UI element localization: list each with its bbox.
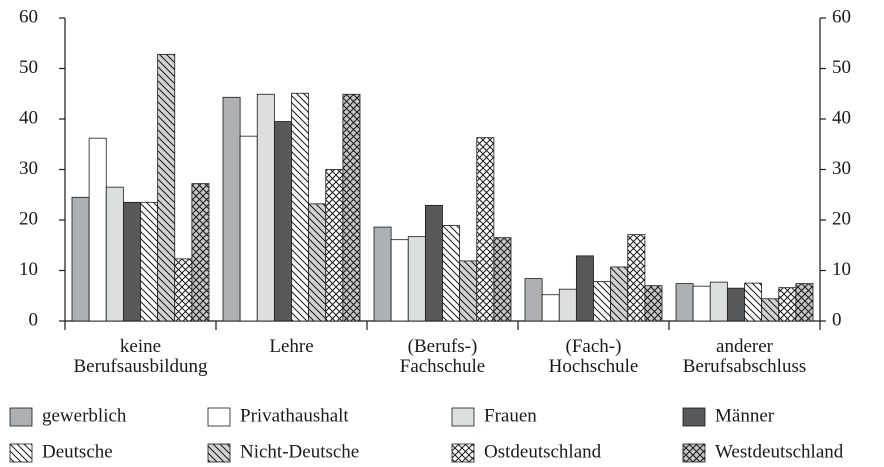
legend-label: Privathaushalt xyxy=(240,405,349,426)
y2-tick-label: 20 xyxy=(832,208,851,229)
bar xyxy=(493,237,512,322)
legend-label: Westdeutschland xyxy=(715,441,844,462)
bar xyxy=(407,236,426,322)
bar xyxy=(675,283,694,322)
bar xyxy=(761,298,780,322)
bar xyxy=(157,53,176,322)
legend-swatch xyxy=(451,443,475,463)
bar xyxy=(105,186,124,322)
bar xyxy=(709,281,728,322)
legend-swatch xyxy=(9,443,33,463)
bar xyxy=(459,260,478,322)
x-tick-label: (Berufs-) Fachschule xyxy=(400,336,485,377)
y2-tick-label: 30 xyxy=(832,158,851,179)
y-tick-label: 0 xyxy=(29,309,39,330)
y2-tick-label: 50 xyxy=(832,57,851,78)
bar xyxy=(692,285,711,322)
x-tick-label: (Fach-) Hochschule xyxy=(549,336,639,377)
bar xyxy=(610,266,629,322)
x-tick-label: keine Berufsausbildung xyxy=(73,336,208,377)
bar xyxy=(627,234,646,322)
bar xyxy=(239,135,258,322)
y-tick-label: 10 xyxy=(19,259,38,280)
legend-label: Deutsche xyxy=(42,441,113,462)
legend-swatch xyxy=(207,407,231,427)
bar xyxy=(575,255,594,322)
y-tick-label: 30 xyxy=(19,158,38,179)
y-tick-label: 60 xyxy=(19,6,38,27)
bar xyxy=(308,203,327,322)
bar xyxy=(424,204,443,322)
bar xyxy=(88,137,107,322)
y2-tick-label: 10 xyxy=(832,259,851,280)
bar xyxy=(191,183,210,322)
bar xyxy=(744,282,763,322)
legend-swatch xyxy=(682,407,706,427)
bar xyxy=(71,196,90,322)
bar xyxy=(593,281,612,322)
legend-label: Männer xyxy=(715,405,775,426)
bar xyxy=(222,96,241,322)
bar xyxy=(390,239,409,322)
bar xyxy=(726,287,745,322)
bar xyxy=(644,285,663,322)
bar xyxy=(140,201,159,322)
x-tick-label: Lehre xyxy=(269,336,313,357)
bar xyxy=(524,278,543,322)
bar xyxy=(778,287,797,322)
y2-tick-label: 40 xyxy=(832,107,851,128)
y-tick-label: 40 xyxy=(19,107,38,128)
legend-swatch xyxy=(451,407,475,427)
legend-swatch xyxy=(682,443,706,463)
y2-tick-label: 0 xyxy=(832,309,842,330)
y-tick-label: 20 xyxy=(19,208,38,229)
bar xyxy=(291,92,310,322)
bar xyxy=(558,288,577,322)
legend-label: gewerblich xyxy=(42,405,127,426)
bar xyxy=(476,137,495,322)
bar xyxy=(373,226,392,322)
legend-label: Frauen xyxy=(484,405,537,426)
bar xyxy=(342,93,361,322)
y2-tick-label: 60 xyxy=(832,6,851,27)
bar xyxy=(442,225,461,322)
legend-swatch xyxy=(9,407,33,427)
bar xyxy=(795,283,814,322)
bar xyxy=(541,294,560,322)
y-tick-label: 50 xyxy=(19,57,38,78)
bar xyxy=(325,169,344,322)
bar xyxy=(273,121,292,322)
x-tick-label: anderer Berufsabschluss xyxy=(683,336,806,377)
bar xyxy=(122,201,141,322)
bar xyxy=(256,93,275,322)
legend-label: Ostdeutschland xyxy=(484,441,602,462)
bar xyxy=(174,258,193,322)
legend-swatch xyxy=(207,443,231,463)
legend-label: Nicht-Deutsche xyxy=(240,441,359,462)
